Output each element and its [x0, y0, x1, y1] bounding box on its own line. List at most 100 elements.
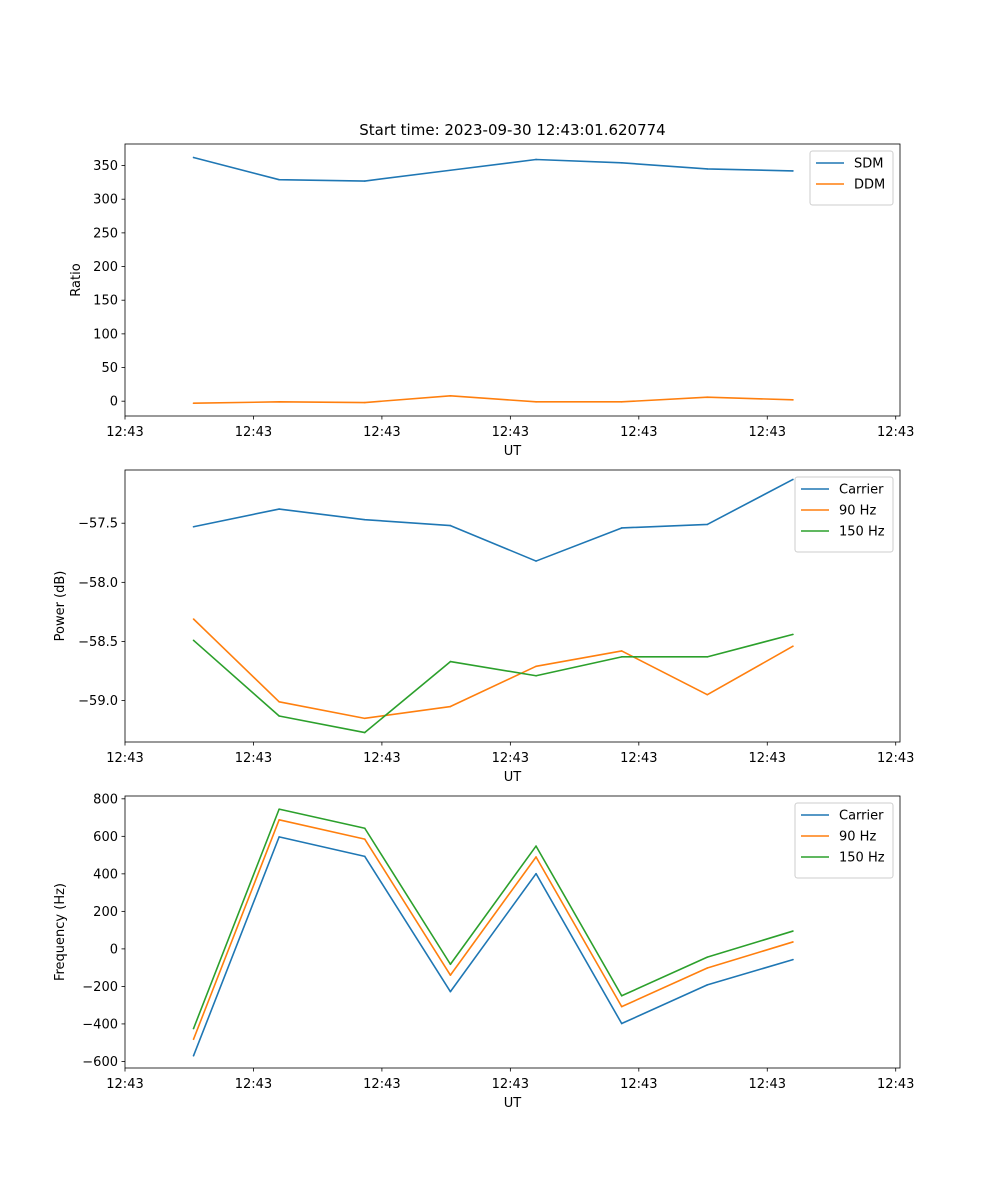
- data-point: [706, 656, 709, 658]
- x-tick-label: 12:43: [620, 751, 657, 766]
- y-tick-label: −600: [82, 1055, 118, 1070]
- legend-box: [794, 476, 894, 553]
- data-point: [192, 639, 195, 642]
- data-point: [363, 827, 366, 830]
- series-line-150-hz: [192, 633, 794, 734]
- y-tick-label: 100: [93, 327, 118, 342]
- x-tick-label: 12:43: [877, 751, 914, 766]
- x-tick-label: 12:43: [235, 751, 272, 766]
- data-point: [620, 650, 623, 652]
- data-point: [620, 401, 623, 403]
- legend-label: 150 Hz: [839, 525, 885, 540]
- data-point: [535, 560, 537, 562]
- y-tick-label: −200: [82, 980, 118, 995]
- y-tick-label: −57.5: [78, 517, 118, 532]
- data-point: [449, 524, 452, 527]
- y-tick-label: −58.0: [78, 576, 118, 591]
- data-point: [620, 1005, 623, 1008]
- data-point: [192, 1055, 195, 1057]
- data-point: [192, 525, 195, 528]
- data-point: [278, 836, 280, 838]
- data-point: [363, 855, 366, 858]
- data-point: [363, 838, 366, 840]
- data-point: [192, 1038, 195, 1041]
- x-tick-label: 12:43: [620, 425, 657, 440]
- data-point: [363, 717, 366, 720]
- data-point: [449, 169, 452, 172]
- y-axis-label: Power (dB): [53, 571, 68, 642]
- data-point: [535, 856, 537, 858]
- y-tick-label: 0: [110, 395, 118, 410]
- y-tick-label: −400: [82, 1017, 118, 1032]
- y-tick-label: 150: [93, 294, 118, 309]
- data-point: [449, 705, 452, 708]
- data-point: [706, 693, 709, 696]
- data-point: [192, 156, 195, 159]
- x-axis-label: UT: [504, 1096, 522, 1111]
- legend: Carrier 90 Hz 150 Hz: [794, 476, 894, 553]
- y-tick-label: 200: [93, 905, 118, 920]
- data-point: [792, 645, 794, 648]
- legend-label: Carrier: [839, 809, 884, 824]
- chart-3: −600 −400 −200 0 200 400 600 800 12:43 12:43 12:43…: [53, 792, 914, 1111]
- data-point: [449, 963, 452, 966]
- x-tick-label: 12:43: [235, 425, 272, 440]
- data-point: [278, 508, 280, 510]
- data-point: [706, 168, 709, 170]
- x-axis-label: UT: [504, 444, 522, 459]
- y-tick-label: −59.0: [78, 694, 118, 709]
- x-tick-label: 12:43: [749, 425, 786, 440]
- data-point: [278, 819, 280, 821]
- data-point: [363, 518, 366, 521]
- data-point: [278, 401, 280, 403]
- series-line-carrier: [193, 478, 794, 562]
- data-point: [792, 941, 794, 943]
- chart-2: −59.0 −58.5 −58.0 −57.5 12:43 12:43 12:43 12:43…: [53, 469, 914, 785]
- legend-label: 90 Hz: [839, 830, 876, 845]
- chart-1: 0 50 100 150 200 250 300 350 12:43 12:43 12:43 12:4…: [69, 143, 914, 459]
- y-tick-label: 350: [93, 159, 118, 174]
- x-tick-label: 12:43: [106, 425, 143, 440]
- data-point: [620, 162, 623, 164]
- data-point: [192, 1027, 195, 1030]
- data-point: [706, 396, 709, 398]
- data-point: [792, 930, 794, 932]
- data-point: [535, 674, 537, 677]
- legend-box: [794, 802, 894, 879]
- series-line-ddm: [193, 394, 793, 405]
- legend-label: SDM: [854, 157, 883, 172]
- data-point: [363, 180, 366, 182]
- y-tick-label: 300: [93, 193, 118, 208]
- data-point: [792, 478, 794, 481]
- data-point: [192, 402, 195, 405]
- data-point: [706, 523, 709, 526]
- x-tick-label: 12:43: [492, 751, 529, 766]
- figure-title: Start time: 2023-09-30 12:43:01.620774: [359, 121, 665, 139]
- x-tick-label: 12:43: [106, 1077, 143, 1092]
- x-tick-label: 12:43: [363, 751, 400, 766]
- data-point: [706, 984, 709, 986]
- data-point: [449, 395, 452, 397]
- data-point: [192, 618, 195, 620]
- y-axis-label: Frequency (Hz): [53, 883, 68, 981]
- data-point: [620, 994, 623, 997]
- y-tick-label: 0: [110, 942, 118, 957]
- data-point: [535, 401, 537, 403]
- legend-box: [809, 150, 894, 206]
- legend: SDM DDM: [809, 150, 894, 206]
- x-tick-label: 12:43: [749, 751, 786, 766]
- y-axis-label: Ratio: [69, 263, 84, 296]
- x-tick-label: 12:43: [363, 1077, 400, 1092]
- y-tick-label: 400: [93, 867, 118, 882]
- series-line-90-hz: [192, 618, 794, 720]
- data-point: [535, 845, 537, 847]
- y-tick-label: 800: [93, 792, 118, 807]
- series-line-sdm: [193, 156, 793, 182]
- data-point: [449, 660, 452, 663]
- series-line-carrier: [192, 836, 794, 1057]
- data-point: [278, 700, 280, 703]
- y-tick-label: 250: [93, 226, 118, 241]
- data-point: [278, 808, 280, 810]
- data-point: [792, 633, 794, 636]
